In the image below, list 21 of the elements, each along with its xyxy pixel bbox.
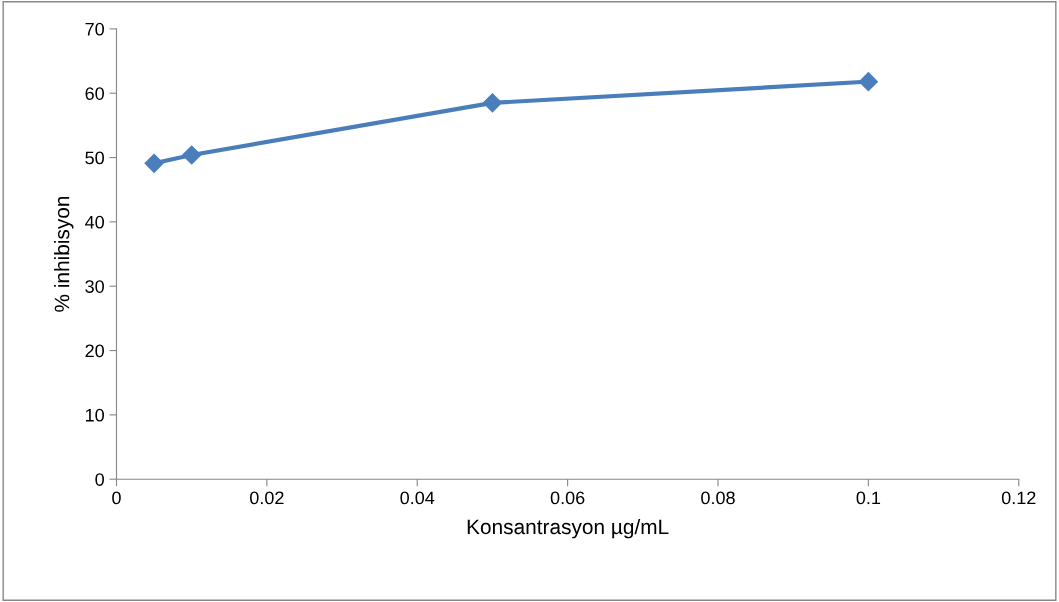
y-tick-label: 0: [95, 473, 104, 486]
y-tick-label: 40: [85, 215, 104, 229]
point: [144, 153, 164, 173]
point: [182, 145, 202, 165]
x-tick-label: 0.02: [250, 491, 284, 505]
y-tick-label: 70: [85, 22, 104, 36]
x-tick-label: 0.08: [701, 491, 735, 505]
y-tick-label: 30: [85, 280, 104, 293]
y-tick-label: 10: [85, 408, 104, 422]
y-tick-label: 20: [85, 344, 104, 358]
x-axis-title: Konsantrasyon µg/mL: [467, 518, 669, 539]
x-tick-label: 0.1: [856, 491, 881, 505]
point: [858, 72, 878, 92]
x-tick-label: 0.12: [1001, 491, 1036, 505]
x-tick-label: 0: [112, 491, 121, 505]
point: [482, 93, 502, 113]
y-axis-title: % inhibisyon: [54, 196, 74, 312]
y-tick-label: 60: [85, 87, 104, 100]
x-tick-label: 0.06: [550, 491, 585, 505]
y-tick-label: 50: [85, 151, 104, 165]
x-tick-label: 0.04: [400, 491, 435, 505]
